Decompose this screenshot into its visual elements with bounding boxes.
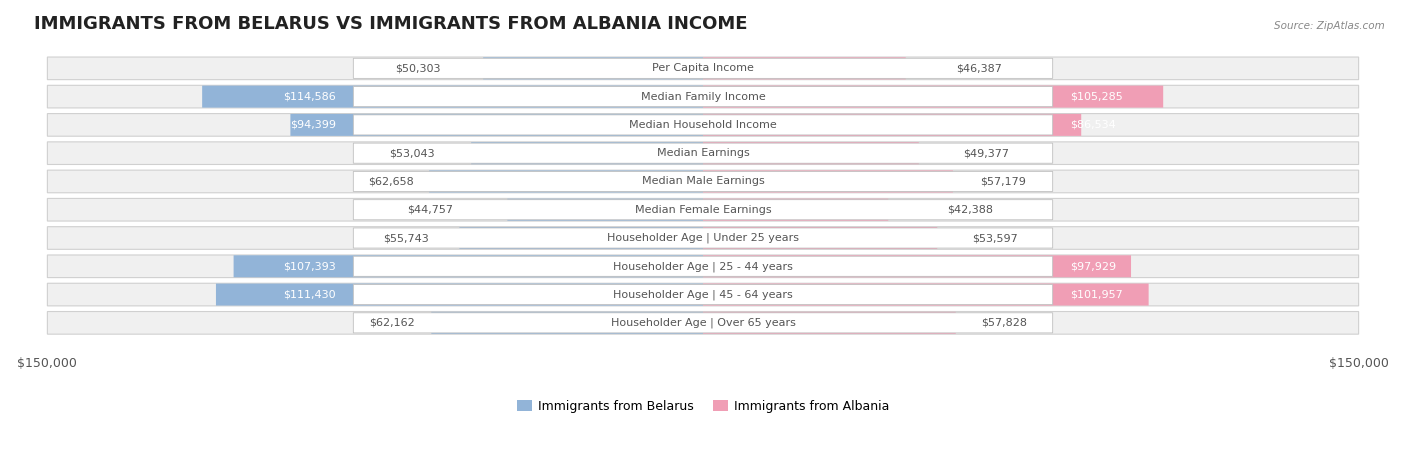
Text: $57,828: $57,828 [981, 318, 1028, 328]
Text: Median Male Earnings: Median Male Earnings [641, 177, 765, 186]
Text: Householder Age | Under 25 years: Householder Age | Under 25 years [607, 233, 799, 243]
FancyBboxPatch shape [703, 199, 889, 221]
FancyBboxPatch shape [353, 143, 1053, 163]
FancyBboxPatch shape [484, 57, 703, 79]
FancyBboxPatch shape [48, 113, 1358, 136]
FancyBboxPatch shape [353, 115, 1053, 135]
FancyBboxPatch shape [703, 114, 1081, 136]
FancyBboxPatch shape [48, 142, 1358, 164]
FancyBboxPatch shape [48, 198, 1358, 221]
FancyBboxPatch shape [429, 170, 703, 192]
Text: $111,430: $111,430 [283, 290, 336, 299]
FancyBboxPatch shape [703, 57, 905, 79]
Text: $49,377: $49,377 [963, 148, 1008, 158]
Legend: Immigrants from Belarus, Immigrants from Albania: Immigrants from Belarus, Immigrants from… [517, 400, 889, 413]
Text: Median Household Income: Median Household Income [628, 120, 778, 130]
FancyBboxPatch shape [48, 226, 1358, 249]
Text: $107,393: $107,393 [283, 261, 336, 271]
Text: $53,043: $53,043 [389, 148, 434, 158]
Text: $57,179: $57,179 [980, 177, 1026, 186]
FancyBboxPatch shape [48, 255, 1358, 277]
FancyBboxPatch shape [48, 311, 1358, 334]
FancyBboxPatch shape [291, 114, 703, 136]
FancyBboxPatch shape [353, 284, 1053, 304]
FancyBboxPatch shape [353, 313, 1053, 333]
FancyBboxPatch shape [353, 256, 1053, 276]
Text: Householder Age | 25 - 44 years: Householder Age | 25 - 44 years [613, 261, 793, 271]
FancyBboxPatch shape [217, 283, 703, 305]
Text: $62,658: $62,658 [368, 177, 415, 186]
Text: Median Female Earnings: Median Female Earnings [634, 205, 772, 215]
Text: $101,957: $101,957 [1070, 290, 1123, 299]
Text: $53,597: $53,597 [972, 233, 1018, 243]
Text: Per Capita Income: Per Capita Income [652, 64, 754, 73]
FancyBboxPatch shape [703, 85, 1163, 107]
FancyBboxPatch shape [432, 312, 703, 334]
Text: $44,757: $44,757 [408, 205, 453, 215]
FancyBboxPatch shape [703, 312, 956, 334]
Text: Median Earnings: Median Earnings [657, 148, 749, 158]
Text: $97,929: $97,929 [1070, 261, 1116, 271]
Text: IMMIGRANTS FROM BELARUS VS IMMIGRANTS FROM ALBANIA INCOME: IMMIGRANTS FROM BELARUS VS IMMIGRANTS FR… [34, 15, 748, 33]
FancyBboxPatch shape [703, 255, 1130, 277]
FancyBboxPatch shape [703, 283, 1149, 305]
FancyBboxPatch shape [703, 142, 920, 164]
FancyBboxPatch shape [48, 170, 1358, 193]
Text: $42,388: $42,388 [948, 205, 994, 215]
Text: $94,399: $94,399 [290, 120, 336, 130]
Text: $86,534: $86,534 [1070, 120, 1116, 130]
FancyBboxPatch shape [353, 58, 1053, 78]
FancyBboxPatch shape [471, 142, 703, 164]
Text: Householder Age | 45 - 64 years: Householder Age | 45 - 64 years [613, 290, 793, 300]
FancyBboxPatch shape [48, 85, 1358, 108]
FancyBboxPatch shape [48, 57, 1358, 80]
FancyBboxPatch shape [202, 85, 703, 107]
FancyBboxPatch shape [48, 283, 1358, 306]
FancyBboxPatch shape [353, 86, 1053, 106]
FancyBboxPatch shape [233, 255, 703, 277]
FancyBboxPatch shape [353, 171, 1053, 191]
FancyBboxPatch shape [353, 200, 1053, 220]
Text: $50,303: $50,303 [395, 64, 441, 73]
Text: $105,285: $105,285 [1070, 92, 1123, 102]
Text: $114,586: $114,586 [283, 92, 336, 102]
Text: $55,743: $55,743 [384, 233, 429, 243]
Text: Median Family Income: Median Family Income [641, 92, 765, 102]
FancyBboxPatch shape [460, 227, 703, 249]
FancyBboxPatch shape [508, 199, 703, 221]
Text: Source: ZipAtlas.com: Source: ZipAtlas.com [1274, 21, 1385, 31]
Text: Householder Age | Over 65 years: Householder Age | Over 65 years [610, 318, 796, 328]
Text: $46,387: $46,387 [956, 64, 1002, 73]
FancyBboxPatch shape [353, 228, 1053, 248]
FancyBboxPatch shape [703, 227, 938, 249]
Text: $62,162: $62,162 [370, 318, 415, 328]
FancyBboxPatch shape [703, 170, 953, 192]
